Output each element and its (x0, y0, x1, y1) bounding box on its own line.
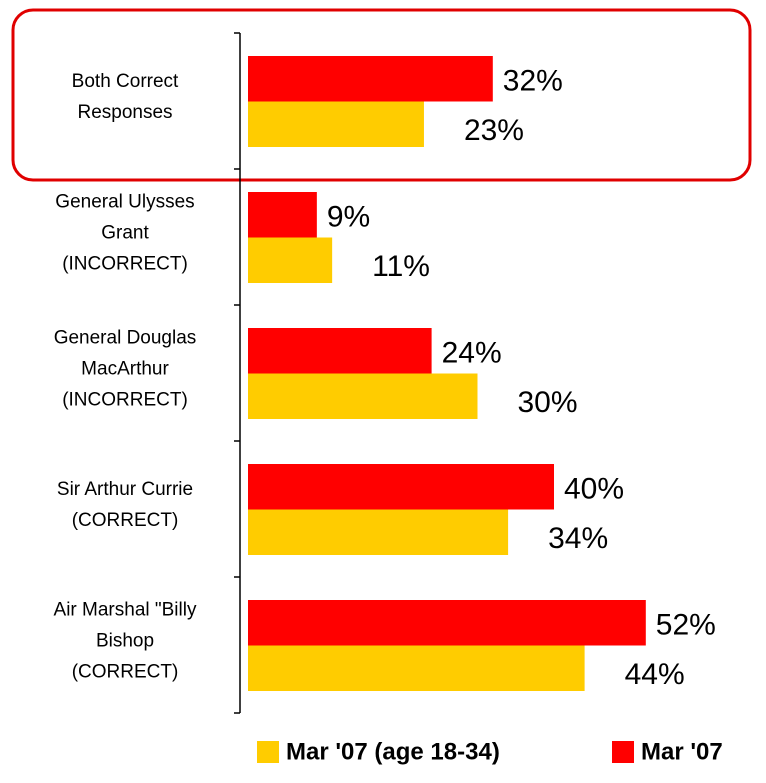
bar (248, 645, 585, 691)
value-label: 40% (564, 473, 624, 506)
bar (248, 373, 478, 419)
bar (248, 328, 432, 374)
bar (248, 192, 317, 238)
category-label: Air Marshal "Billy Bishop (CORRECT) (53, 599, 197, 683)
category-label: General Douglas MacArthur (INCORRECT) (53, 327, 197, 411)
category-label: Both Correct Responses (71, 71, 179, 123)
category-label: General Ulysses Grant (INCORRECT) (55, 191, 195, 275)
legend-label: Mar '07 (age 18-34) (286, 738, 500, 765)
value-label: 34% (548, 522, 608, 555)
legend-swatch (612, 741, 634, 763)
bar (248, 237, 333, 283)
value-label: 32% (503, 65, 563, 98)
bar (248, 56, 493, 102)
value-label: 9% (327, 201, 370, 234)
value-label: 11% (372, 250, 430, 283)
category-label: Sir Arthur Currie (CORRECT) (56, 479, 194, 531)
bar (248, 509, 509, 555)
bar (248, 464, 554, 510)
value-label: 24% (442, 337, 502, 370)
highlight-box (11, 8, 752, 182)
bar (248, 600, 646, 646)
value-label: 23% (464, 114, 524, 147)
value-label: 44% (625, 658, 685, 691)
value-label: 52% (656, 609, 716, 642)
legend-swatch (257, 741, 279, 763)
legend-label: Mar '07 (641, 738, 723, 765)
value-label: 30% (518, 386, 578, 419)
bar (248, 101, 424, 147)
